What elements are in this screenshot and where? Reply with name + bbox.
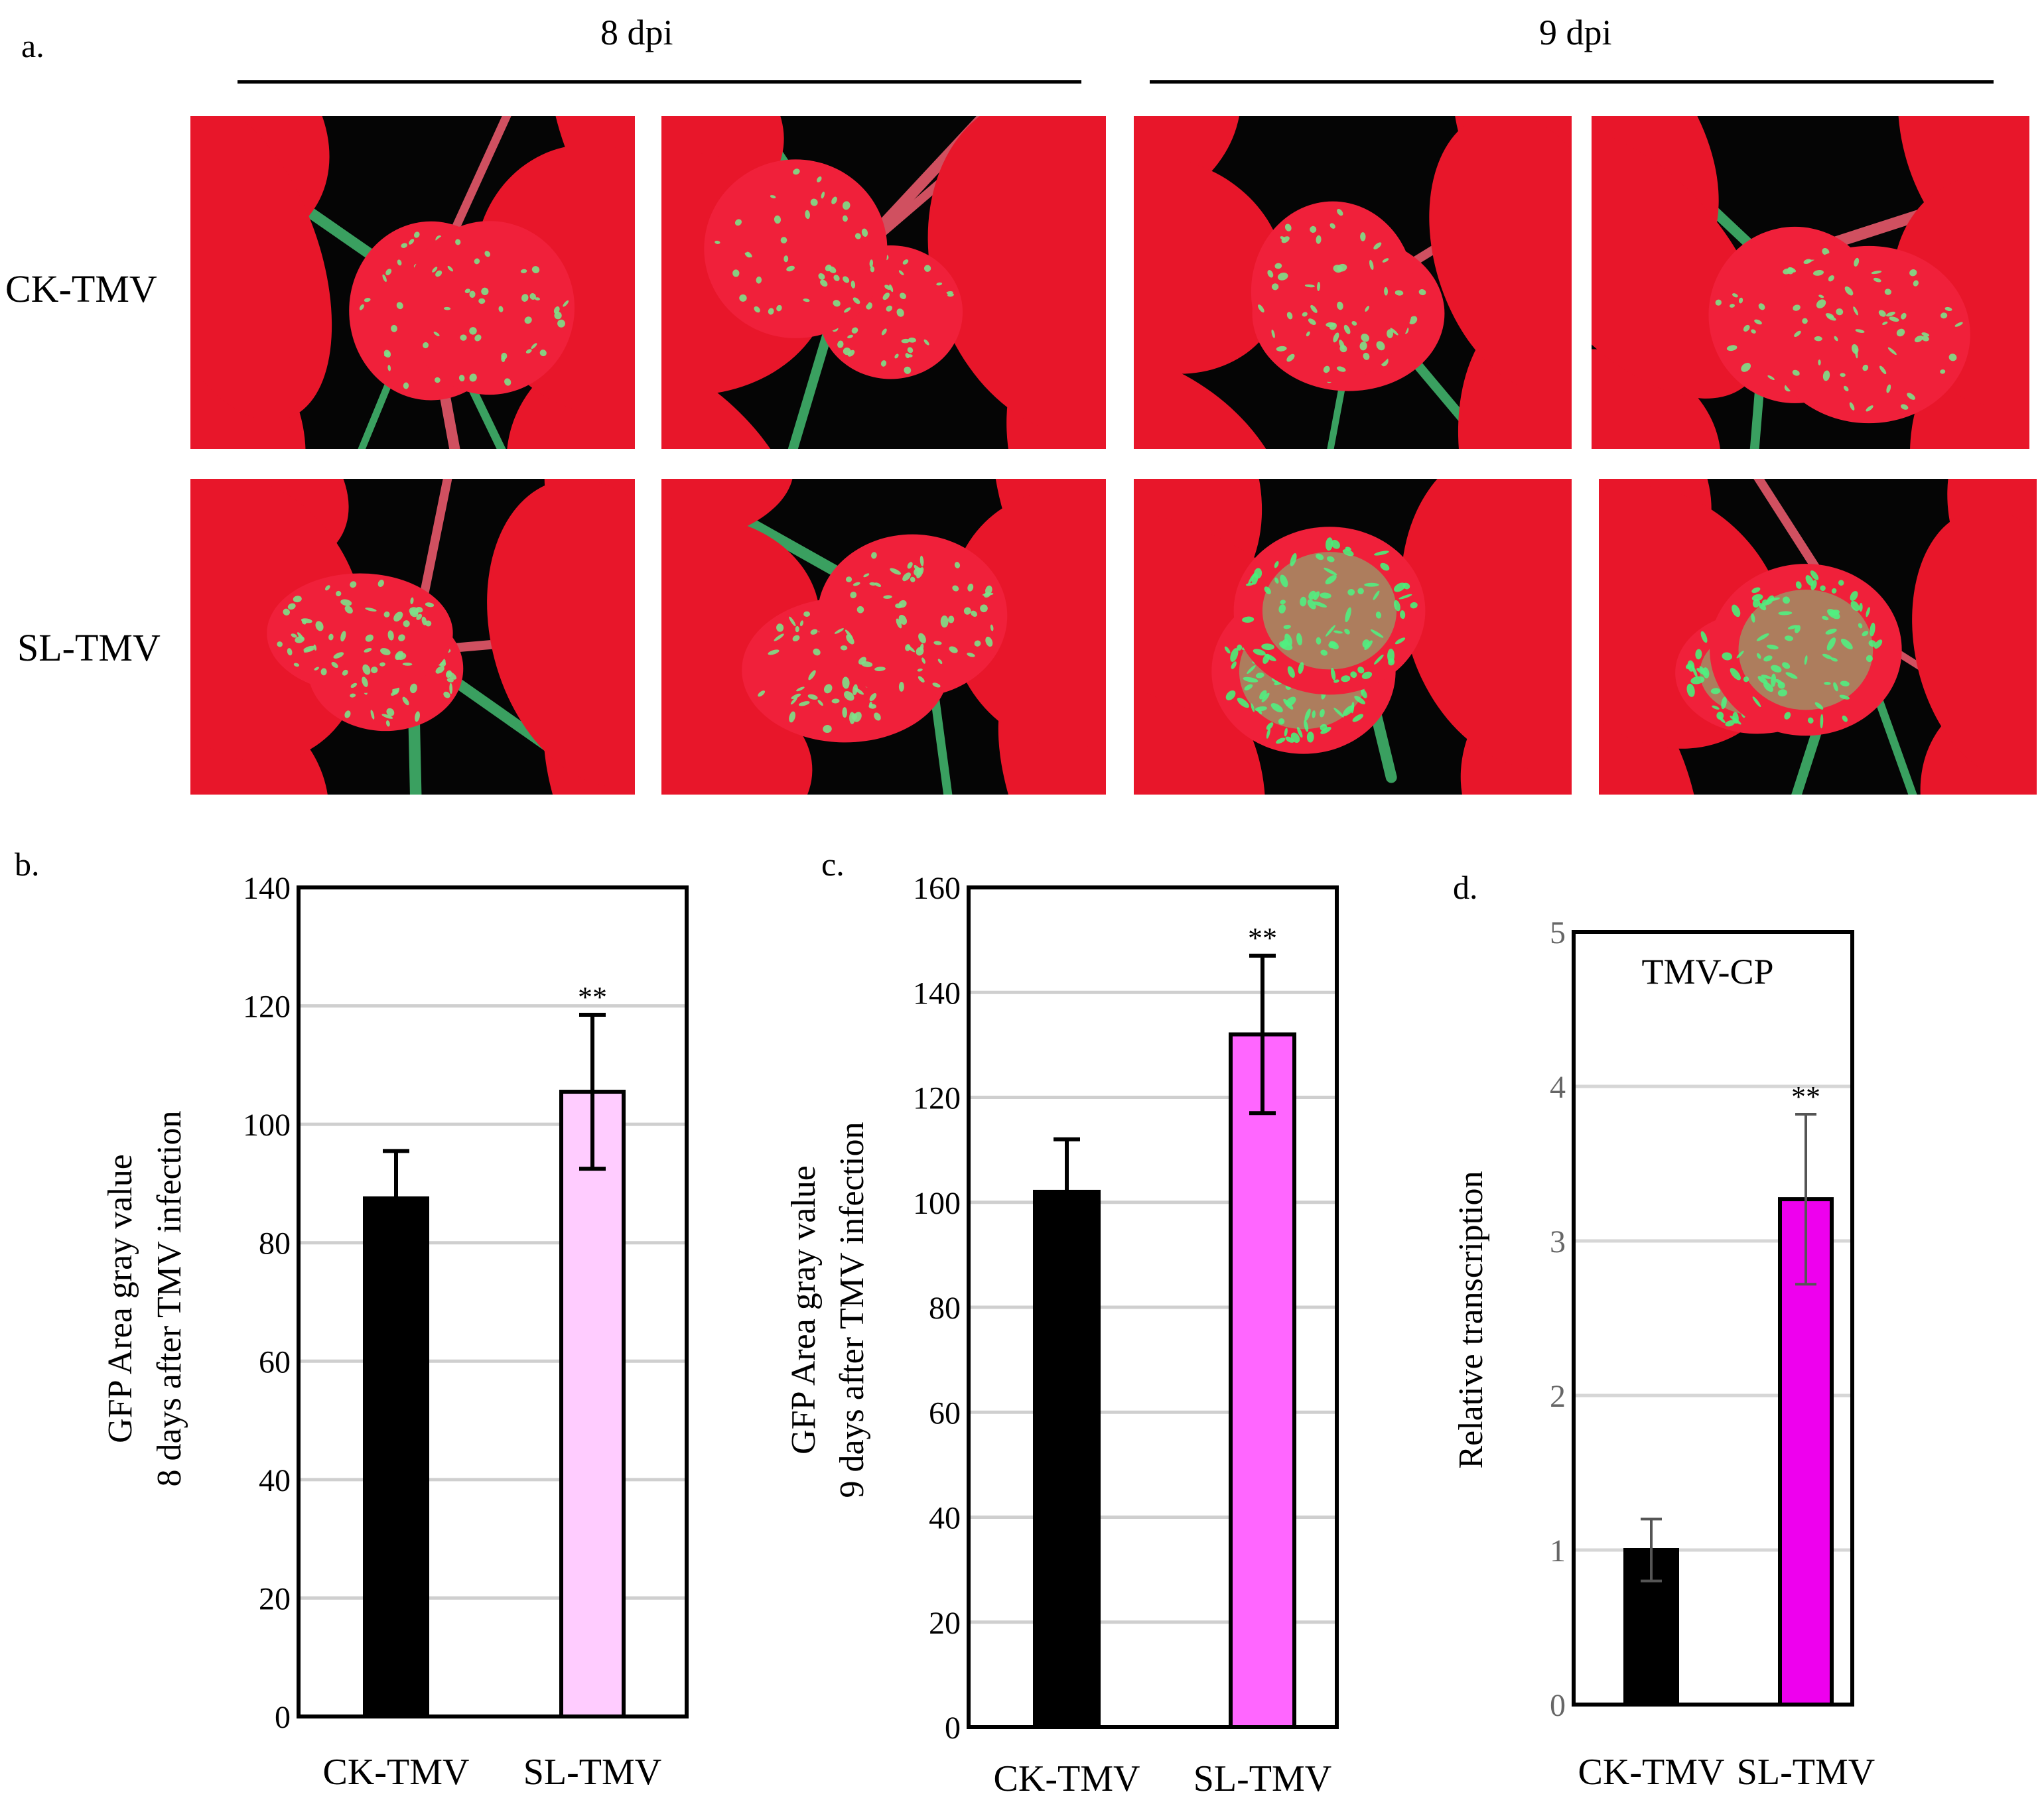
y-axis-label-c-1: 9 days after TMV infection (833, 1122, 871, 1498)
y-tick-label-d-4: 4 (1550, 1070, 1566, 1105)
y-axis-label-c-0: GFP Area gray value (785, 1165, 823, 1455)
y-tick-label-b-2: 40 (259, 1463, 291, 1498)
panel-c-label: c. (821, 846, 845, 883)
group-label-9dpi: 9 dpi (1539, 13, 1612, 52)
category-label-c-1: SL-TMV (1193, 1758, 1331, 1799)
y-tick-label-c-8: 160 (913, 871, 961, 906)
y-tick-label-c-1: 20 (929, 1606, 961, 1641)
plot-frame-c (967, 885, 1339, 1729)
y-tick-label-c-2: 40 (929, 1501, 961, 1536)
group-line-9dpi (1150, 80, 1994, 84)
row-label-sl: SL-TMV (17, 626, 161, 669)
y-tick-label-b-5: 100 (243, 1108, 291, 1143)
y-tick-label-d-3: 3 (1550, 1224, 1566, 1260)
y-tick-label-b-3: 60 (259, 1344, 291, 1380)
row-label-ck: CK-TMV (5, 267, 157, 310)
y-tick-label-d-1: 1 (1550, 1533, 1566, 1569)
category-label-d-1: SL-TMV (1737, 1752, 1875, 1793)
panel-b-label: b. (15, 846, 40, 883)
significance-c-1: ** (1248, 922, 1277, 954)
leaf-photo-ck-9dpi-2 (1592, 116, 2029, 449)
y-tick-label-b-6: 120 (243, 990, 291, 1025)
leaf-photo-sl-9dpi-2 (1599, 479, 2037, 795)
leaf-photo-sl-9dpi-1 (1134, 479, 1572, 795)
y-tick-label-b-4: 80 (259, 1226, 291, 1262)
y-tick-label-c-4: 80 (929, 1291, 961, 1326)
y-axis-label-b-1: 8 days after TMV infection (151, 1110, 188, 1486)
category-label-d-0: CK-TMV (1578, 1752, 1725, 1793)
category-label-b-1: SL-TMV (523, 1752, 661, 1793)
leaf-photo-sl-8dpi-1 (190, 479, 635, 795)
leaf-photo-ck-8dpi-2 (661, 116, 1106, 449)
leaf-photo-ck-8dpi-1 (190, 116, 635, 449)
bar-b-0 (363, 1196, 429, 1718)
group-label-8dpi: 8 dpi (600, 13, 673, 52)
y-tick-label-d-2: 2 (1550, 1379, 1566, 1414)
leaf-photo-ck-9dpi-1 (1134, 116, 1572, 449)
bar-c-1 (1229, 1032, 1296, 1729)
significance-d-1: ** (1791, 1080, 1820, 1113)
y-tick-label-c-3: 60 (929, 1395, 961, 1431)
plot-frame-d (1572, 930, 1854, 1707)
bar-c-0 (1033, 1189, 1101, 1730)
group-line-8dpi (238, 80, 1081, 84)
y-tick-label-b-7: 140 (243, 871, 291, 906)
y-tick-label-d-5: 5 (1550, 915, 1566, 950)
y-tick-label-c-7: 140 (913, 976, 961, 1011)
y-axis-label-d-0: Relative transcription (1452, 1171, 1490, 1468)
y-tick-label-b-1: 20 (259, 1581, 291, 1616)
y-tick-label-d-0: 0 (1550, 1688, 1566, 1723)
y-tick-label-c-5: 100 (913, 1186, 961, 1221)
y-tick-label-c-0: 0 (945, 1711, 961, 1746)
chart-title-d: TMV-CP (1641, 952, 1773, 992)
y-tick-label-b-0: 0 (275, 1700, 291, 1735)
leaf-photo-sl-8dpi-2 (661, 479, 1106, 795)
panel-a-label: a. (21, 27, 44, 64)
plot-frame-b (297, 885, 689, 1718)
significance-b-1: ** (578, 981, 607, 1013)
y-tick-label-c-6: 120 (913, 1081, 961, 1116)
y-axis-label-b-0: GFP Area gray value (102, 1154, 139, 1443)
category-label-c-0: CK-TMV (994, 1758, 1140, 1799)
category-label-b-0: CK-TMV (323, 1752, 470, 1793)
panel-d-label: d. (1453, 869, 1478, 906)
bar-b-1 (559, 1090, 626, 1719)
